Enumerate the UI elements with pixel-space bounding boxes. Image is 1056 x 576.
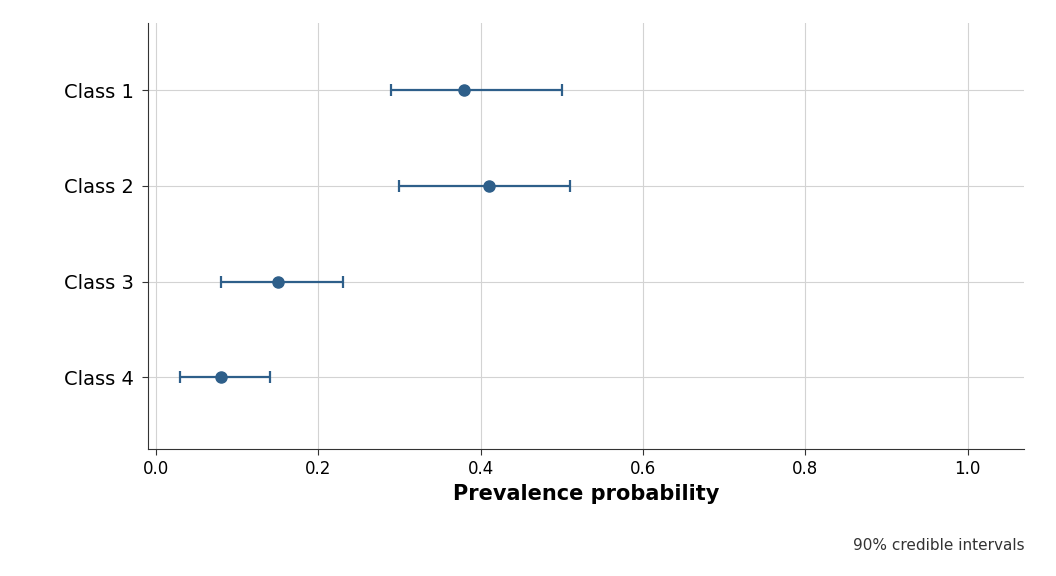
Text: 90% credible intervals: 90% credible intervals xyxy=(852,538,1024,553)
X-axis label: Prevalence probability: Prevalence probability xyxy=(453,484,719,504)
